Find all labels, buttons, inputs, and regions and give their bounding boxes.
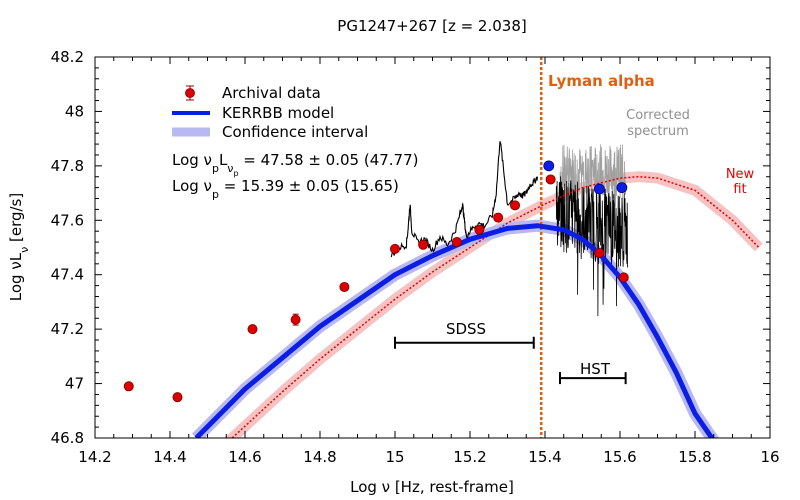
archival-point (618, 272, 629, 283)
peak-lum-value: = 47.58 ± 0.05 (47.77) (239, 151, 419, 169)
y-axis-label-sub: ν (18, 247, 31, 253)
spectra (390, 57, 628, 438)
new-fit-label-2: fit (733, 182, 746, 197)
archival-point (247, 324, 258, 335)
archival-point (290, 314, 301, 325)
model-lines (194, 175, 760, 438)
new-fit-label-1: New (726, 167, 755, 182)
y-tick-label: 46.8 (51, 429, 84, 447)
legend-archival-marker (185, 88, 195, 98)
x-tick-label: 15.2 (453, 448, 486, 466)
y-tick-label: 48 (65, 102, 84, 120)
y-tick-label: 48.2 (51, 48, 84, 66)
sdss-label: SDSS (446, 320, 486, 338)
x-tick-label: 14.6 (228, 448, 261, 466)
peak-freq-sub: p (212, 188, 219, 201)
x-tick-label: 15.4 (528, 448, 561, 466)
archival-point (474, 224, 485, 235)
corrected-hst-point (616, 182, 628, 194)
range-markers (394, 336, 627, 385)
x-axis-label: Log ν [Hz, rest-frame] (350, 478, 514, 496)
archival-point (418, 239, 429, 250)
data-points (123, 160, 629, 403)
archival-point (493, 212, 504, 223)
y-tick-label: 47.6 (51, 211, 84, 229)
x-tick-label: 15 (385, 448, 404, 466)
peak-lum-mid: L (219, 151, 228, 169)
x-tick-label: 14.4 (153, 448, 186, 466)
x-tick-label: 15.8 (678, 448, 711, 466)
archival-point (545, 174, 556, 185)
legend: Archival data KERRBB model Confidence in… (172, 84, 368, 141)
legend-kerrbb-label: KERRBB model (222, 104, 334, 122)
archival-point (339, 281, 350, 292)
y-tick-label: 47.4 (51, 266, 84, 284)
plot-frame (94, 56, 771, 439)
legend-confidence-label: Confidence interval (222, 123, 368, 141)
chart-title: PG1247+267 [z = 2.038] (337, 17, 526, 35)
corrected-spectrum-label-1: Corrected (626, 108, 690, 123)
x-tick-label: 14.2 (78, 448, 111, 466)
peak-freq-prefix: Log ν (172, 177, 212, 195)
peak-lum-sub-nu-p: p (233, 169, 238, 178)
archival-point (451, 237, 462, 248)
kerrbb-model-line (194, 223, 715, 438)
archival-point (172, 392, 183, 403)
hst-spectrum-trace (555, 176, 628, 317)
archival-point (594, 247, 605, 258)
x-tick-label: 15.6 (603, 448, 636, 466)
archival-point (123, 381, 134, 392)
corrected-spectrum-trace (559, 144, 626, 224)
y-tick-label: 47.2 (51, 320, 84, 338)
y-tick-label: 47 (65, 375, 84, 393)
peak-lum-sub-p: p (212, 162, 219, 175)
y-axis-label: Log νLν [erg/s] (7, 193, 31, 301)
x-tick-label: 14.8 (303, 448, 336, 466)
corrected-hst-point (593, 183, 605, 195)
sdss-spectrum-trace (390, 141, 539, 258)
x-tick-label: 16 (760, 448, 779, 466)
new-fit-line (231, 175, 760, 438)
legend-archival-label: Archival data (222, 84, 321, 102)
hst-label: HST (580, 360, 611, 378)
peak-lum-sub-nu-char: ν (227, 162, 233, 175)
archival-point (509, 200, 520, 211)
peak-lum-prefix: Log ν (172, 151, 212, 169)
peak-frequency-text: Log νp = 15.39 ± 0.05 (15.65) (172, 177, 399, 201)
axis-ticks: 14.2 14.4 14.6 14.8 15 15.2 15.4 15.6 15.8 16 46.8… (51, 48, 780, 466)
archival-point (389, 243, 400, 254)
y-tick-label: 47.8 (51, 157, 84, 175)
corrected-hst-point (543, 160, 555, 172)
peak-freq-value: = 15.39 ± 0.05 (15.65) (219, 177, 399, 195)
peak-lum-sub-nu: νp (227, 162, 238, 179)
corrected-spectrum-label-2: spectrum (627, 124, 689, 139)
lyman-alpha-label: Lyman alpha (548, 72, 655, 90)
peak-luminosity-text: Log νpLνp = 47.58 ± 0.05 (47.77) (172, 151, 419, 178)
